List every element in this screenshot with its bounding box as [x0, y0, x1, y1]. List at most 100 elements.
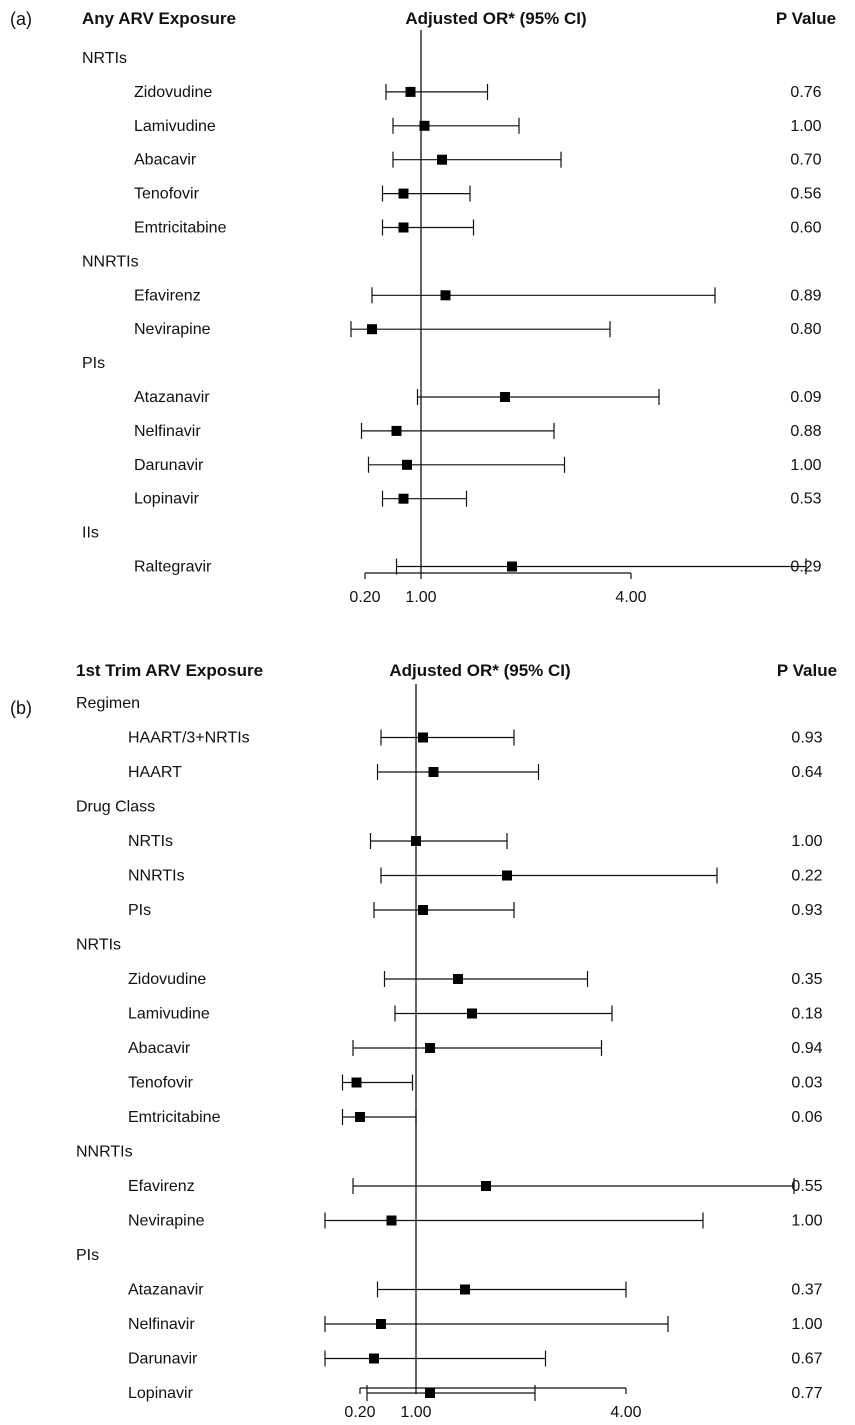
p-value-a: 0.09 [790, 389, 821, 406]
p-value-b: 0.94 [791, 1040, 822, 1057]
estimate-marker-a [440, 290, 451, 301]
group-label-b: NNRTIs [76, 1144, 133, 1161]
row-label-b: Emtricitabine [128, 1109, 221, 1126]
estimate-marker-a [398, 493, 409, 504]
group-label-b: NRTIs [76, 937, 121, 954]
row-label-a: Tenofovir [134, 186, 200, 203]
row-label-a: Atazanavir [134, 389, 210, 406]
row-label-a: Lopinavir [134, 491, 200, 508]
estimate-marker-b [481, 1181, 491, 1191]
group-label-a: NRTIs [82, 50, 127, 67]
p-value-a: 0.76 [790, 84, 821, 101]
estimate-marker-b [425, 1388, 435, 1398]
p-value-b: 0.93 [791, 902, 822, 919]
group-label-a: NNRTIs [82, 253, 139, 270]
p-value-b: 0.64 [791, 764, 822, 781]
row-label-b: Lopinavir [128, 1385, 194, 1402]
row-label-b: HAART/3+NRTIs [128, 730, 250, 747]
x-tick-label-a: 1.00 [405, 589, 436, 606]
p-value-a: 0.56 [790, 186, 821, 203]
p-value-b: 1.00 [791, 1213, 822, 1230]
estimate-marker-b [502, 870, 512, 881]
row-label-b: Atazanavir [128, 1282, 204, 1299]
estimate-marker-b [369, 1353, 379, 1364]
row-label-b: Efavirenz [128, 1178, 195, 1195]
row-label-a: Efavirenz [134, 287, 201, 304]
estimate-marker-b [460, 1284, 470, 1295]
row-label-a: Lamivudine [134, 118, 216, 135]
estimate-marker-a [402, 459, 412, 470]
row-label-b: Nevirapine [128, 1213, 205, 1230]
p-value-b: 1.00 [791, 1316, 822, 1333]
group-label-a: PIs [82, 355, 105, 372]
panel-label-a: (a) [10, 9, 32, 29]
p-value-b: 0.35 [791, 971, 822, 988]
estimate-marker-a [419, 120, 430, 131]
estimate-marker-b [425, 1043, 435, 1053]
p-value-a: 0.70 [790, 152, 821, 169]
row-label-b: Nelfinavir [128, 1316, 195, 1333]
p-value-b: 0.18 [791, 1006, 822, 1023]
estimate-marker-b [355, 1112, 365, 1122]
estimate-marker-b [467, 1008, 477, 1019]
p-value-a: 0.53 [790, 491, 821, 508]
row-label-b: Lamivudine [128, 1006, 210, 1023]
p-value-a: 0.80 [790, 321, 821, 338]
p-value-b: 0.67 [791, 1351, 822, 1368]
row-label-b: Tenofovir [128, 1075, 194, 1092]
group-label-b: Regimen [76, 695, 140, 712]
estimate-marker-b [428, 767, 439, 777]
row-label-b: NRTIs [128, 833, 173, 850]
estimate-marker-a [367, 324, 377, 335]
row-label-b: HAART [128, 764, 182, 781]
estimate-marker-b [386, 1215, 397, 1226]
row-label-a: Nelfinavir [134, 423, 201, 440]
estimate-marker-a [398, 188, 409, 199]
row-header-b: 1st Trim ARV Exposure [76, 661, 263, 680]
estimate-marker-a [437, 154, 447, 165]
p-value-a: 0.29 [790, 559, 821, 576]
x-tick-label-a: 4.00 [615, 589, 646, 606]
estimate-marker-a [398, 222, 409, 233]
p-value-a: 1.00 [790, 118, 821, 135]
row-label-a: Abacavir [134, 152, 197, 169]
panel-label-b: (b) [10, 698, 32, 718]
p-value-b: 0.37 [791, 1282, 822, 1299]
p-value-b: 0.22 [791, 868, 822, 885]
group-label-b: PIs [76, 1247, 99, 1264]
estimate-marker-a [507, 561, 517, 572]
p-value-a: 1.00 [790, 457, 821, 474]
estimate-marker-a [500, 392, 510, 402]
row-label-a: Raltegravir [134, 559, 212, 576]
x-tick-label-b: 4.00 [610, 1404, 641, 1421]
p-value-b: 0.77 [791, 1385, 822, 1402]
x-tick-label-b: 1.00 [400, 1404, 431, 1421]
estimate-marker-b [351, 1077, 362, 1088]
row-label-b: Darunavir [128, 1351, 198, 1368]
x-tick-label-a: 0.20 [349, 589, 380, 606]
row-label-b: NNRTIs [128, 868, 185, 885]
row-label-a: Zidovudine [134, 84, 212, 101]
row-label-a: Darunavir [134, 457, 204, 474]
p-value-b: 0.06 [791, 1109, 822, 1126]
p-value-a: 0.60 [790, 220, 821, 237]
row-header-a: Any ARV Exposure [82, 9, 236, 28]
p-value-b: 0.55 [791, 1178, 822, 1195]
p-value-b: 0.93 [791, 730, 822, 747]
estimate-marker-b [411, 836, 421, 846]
p-value-b: 1.00 [791, 833, 822, 850]
row-label-b: PIs [128, 902, 151, 919]
row-label-a: Nevirapine [134, 321, 211, 338]
row-label-b: Abacavir [128, 1040, 191, 1057]
row-label-a: Emtricitabine [134, 220, 227, 237]
estimate-header-b: Adjusted OR* (95% CI) [389, 661, 570, 680]
p-value-a: 0.89 [790, 287, 821, 304]
x-tick-label-b: 0.20 [344, 1404, 375, 1421]
row-label-b: Zidovudine [128, 971, 206, 988]
estimate-marker-b [376, 1319, 386, 1329]
p-value-a: 0.88 [790, 423, 821, 440]
estimate-marker-b [418, 732, 428, 743]
estimate-marker-a [405, 86, 416, 97]
estimate-marker-a [391, 425, 402, 436]
